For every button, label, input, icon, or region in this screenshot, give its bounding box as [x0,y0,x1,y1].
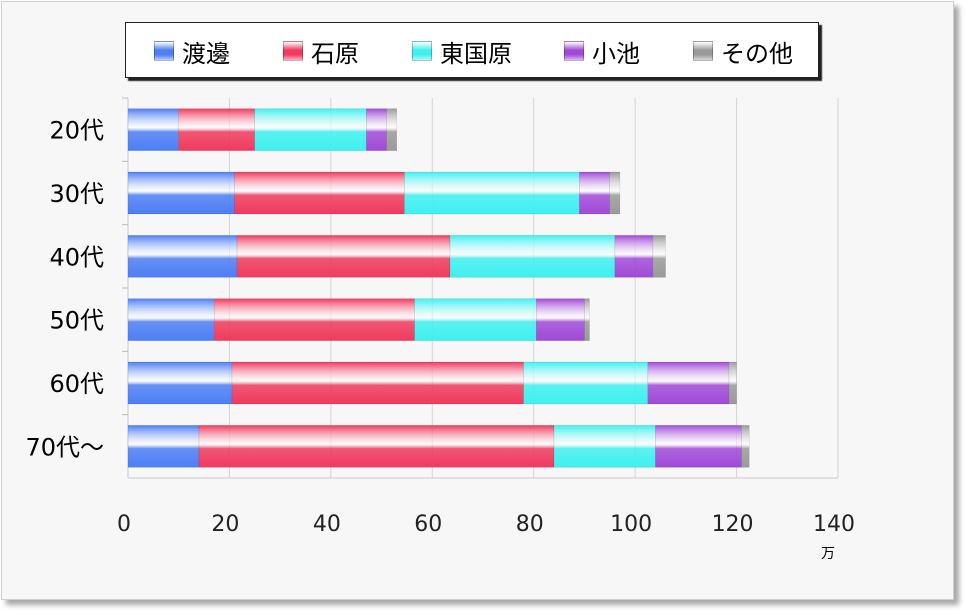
bar-segment [523,361,649,405]
bar-segment [553,425,656,468]
x-tick-labels: 0 20 40 60 80 100 120 140 [117,512,855,537]
bar-segment [609,171,621,215]
category-label: 60代 [49,370,104,398]
bar-segment [254,108,367,151]
legend-item-watanabe: 渡邊 [154,23,230,79]
legend-label: 石原 [311,39,359,68]
bar-segment [178,108,256,151]
legend-item-koike: 小池 [564,23,640,79]
legend-swatch [412,41,432,61]
category-label: 30代 [49,180,104,208]
legend-item-higashikokubaru: 東国原 [412,23,512,79]
bar-segment [127,108,179,151]
bar-segment [655,425,742,468]
bar-segment [741,425,750,468]
bar-segment [127,361,233,405]
bar-segment [647,361,730,405]
bar-segment [231,361,524,405]
x-tick-label: 20 [211,512,239,537]
category-label: 50代 [49,307,104,335]
legend-item-other: その他 [693,23,793,79]
bar-segment [127,425,200,468]
x-unit-label: 万 [821,546,835,562]
legend-item-ishihara: 石原 [283,23,359,79]
x-tick-label: 60 [414,512,442,537]
x-tick-label: 100 [610,512,652,537]
bar-segment [366,108,387,151]
bar-segment [127,171,235,215]
bar-segment [213,298,415,341]
legend-swatch [154,41,174,61]
bar-segment [198,425,555,468]
x-tick-label: 120 [712,512,754,537]
bar-segment [536,298,585,341]
category-label: 40代 [49,243,104,271]
x-tick-label: 0 [117,512,131,537]
bar-segment [449,235,616,278]
bar-segment [584,298,590,341]
category-label: 20代 [49,117,104,145]
bar-segment [127,298,215,341]
legend-swatch [564,41,584,61]
x-tick-label: 40 [313,512,341,537]
legend-swatch [693,41,713,61]
bar-segment [652,235,666,278]
bar-segment [127,235,238,278]
bar-segment [728,361,737,405]
bar-segment [236,235,451,278]
legend-label: 渡邊 [182,39,230,68]
bar-segment [234,171,405,215]
legend: 渡邊 石原 東国原 小池 その他 [125,22,819,78]
legend-label: その他 [721,39,793,68]
x-tick-label: 140 [813,512,855,537]
bar-segment [404,171,580,215]
bar-segment [614,235,654,278]
gridlines [122,97,839,479]
bar-segment [579,171,611,215]
bar-segment [386,108,398,151]
x-tick-label: 80 [516,512,544,537]
legend-label: 東国原 [440,39,512,68]
legend-swatch [283,41,303,61]
legend-label: 小池 [592,39,640,68]
bar-segment [414,298,537,341]
bars [127,108,750,468]
category-labels: 20代 30代 40代 50代 60代 70代〜 [25,117,104,462]
category-label: 70代〜 [25,433,104,461]
